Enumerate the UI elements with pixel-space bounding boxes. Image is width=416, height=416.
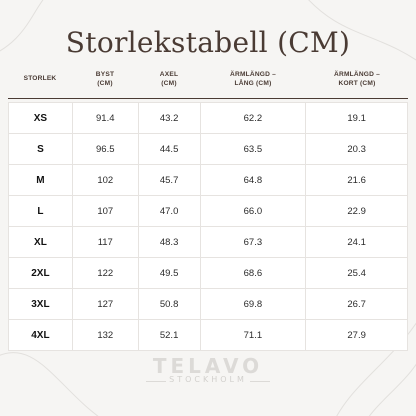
header-armlangd-lang-line2: LÅNG (CM) — [234, 80, 272, 87]
brand-line-right — [250, 381, 270, 382]
byst-cell: 117 — [71, 226, 139, 258]
page-title: Storlekstabell (CM) — [65, 26, 351, 59]
axel-cell: 52.1 — [137, 319, 201, 351]
armlangd-kort-cell: 27.9 — [305, 319, 408, 351]
armlangd-kort-cell: 26.7 — [305, 288, 408, 320]
armlangd-lang-cell: 64.8 — [199, 164, 307, 196]
table-row: S 96.5 44.5 63.5 20.3 — [8, 133, 408, 165]
brand-line-left — [146, 381, 166, 382]
armlangd-kort-cell: 25.4 — [305, 257, 408, 289]
size-cell: 2XL — [8, 257, 73, 289]
armlangd-lang-cell: 67.3 — [199, 226, 307, 258]
brand-logo: TELAVO — [152, 354, 264, 378]
header-armlangd-kort-line1: ÄRMLÄNGD – — [334, 71, 380, 78]
header-storlek: STORLEK — [8, 74, 72, 83]
table-row: 4XL 132 52.1 71.1 27.9 — [8, 319, 408, 351]
header-axel-line2: (CM) — [161, 80, 177, 87]
header-axel-line1: AXEL — [159, 71, 179, 78]
table-row: 3XL 127 50.8 69.8 26.7 — [8, 288, 408, 320]
size-cell: XL — [8, 226, 73, 258]
header-byst: BYST (CM) — [72, 70, 138, 88]
armlangd-lang-cell: 69.8 — [199, 288, 307, 320]
size-table: XS 91.4 43.2 62.2 19.1 S 96.5 44.5 63.5 … — [8, 102, 408, 351]
armlangd-kort-cell: 20.3 — [305, 133, 408, 165]
size-cell: 3XL — [8, 288, 73, 320]
table-row: XL 117 48.3 67.3 24.1 — [8, 226, 408, 258]
axel-cell: 49.5 — [137, 257, 201, 289]
armlangd-kort-cell: 19.1 — [305, 102, 408, 134]
armlangd-kort-cell: 21.6 — [305, 164, 408, 196]
armlangd-kort-cell: 22.9 — [305, 195, 408, 227]
header-armlangd-lang: ÄRMLÄNGD – LÅNG (CM) — [200, 70, 306, 88]
size-cell: M — [8, 164, 73, 196]
size-cell: S — [8, 133, 73, 165]
header-divider — [8, 98, 408, 99]
axel-cell: 50.8 — [137, 288, 201, 320]
header-storlek-label: STORLEK — [23, 75, 57, 82]
axel-cell: 43.2 — [137, 102, 201, 134]
axel-cell: 45.7 — [137, 164, 201, 196]
byst-cell: 132 — [71, 319, 139, 351]
header-byst-line1: BYST — [95, 71, 115, 78]
header-byst-line2: (CM) — [97, 80, 113, 87]
header-axel: AXEL (CM) — [138, 70, 200, 88]
table-header: STORLEK BYST (CM) AXEL (CM) ÄRMLÄNGD – L… — [8, 70, 408, 96]
size-cell: XS — [8, 102, 73, 134]
axel-cell: 44.5 — [137, 133, 201, 165]
size-cell: 4XL — [8, 319, 73, 351]
axel-cell: 47.0 — [137, 195, 201, 227]
table-row: XS 91.4 43.2 62.2 19.1 — [8, 102, 408, 134]
byst-cell: 91.4 — [71, 102, 139, 134]
size-cell: L — [8, 195, 73, 227]
armlangd-lang-cell: 63.5 — [199, 133, 307, 165]
armlangd-lang-cell: 68.6 — [199, 257, 307, 289]
byst-cell: 96.5 — [71, 133, 139, 165]
axel-cell: 48.3 — [137, 226, 201, 258]
armlangd-lang-cell: 66.0 — [199, 195, 307, 227]
armlangd-kort-cell: 24.1 — [305, 226, 408, 258]
byst-cell: 127 — [71, 288, 139, 320]
byst-cell: 122 — [71, 257, 139, 289]
brand-subtitle: STOCKHOLM — [169, 375, 247, 384]
byst-cell: 102 — [71, 164, 139, 196]
byst-cell: 107 — [71, 195, 139, 227]
armlangd-lang-cell: 62.2 — [199, 102, 307, 134]
table-row: M 102 45.7 64.8 21.6 — [8, 164, 408, 196]
armlangd-lang-cell: 71.1 — [199, 319, 307, 351]
table-row: 2XL 122 49.5 68.6 25.4 — [8, 257, 408, 289]
header-armlangd-kort-line2: KORT (CM) — [338, 80, 376, 87]
header-armlangd-lang-line1: ÄRMLÄNGD – — [230, 71, 276, 78]
table-row: L 107 47.0 66.0 22.9 — [8, 195, 408, 227]
header-armlangd-kort: ÄRMLÄNGD – KORT (CM) — [306, 70, 408, 88]
